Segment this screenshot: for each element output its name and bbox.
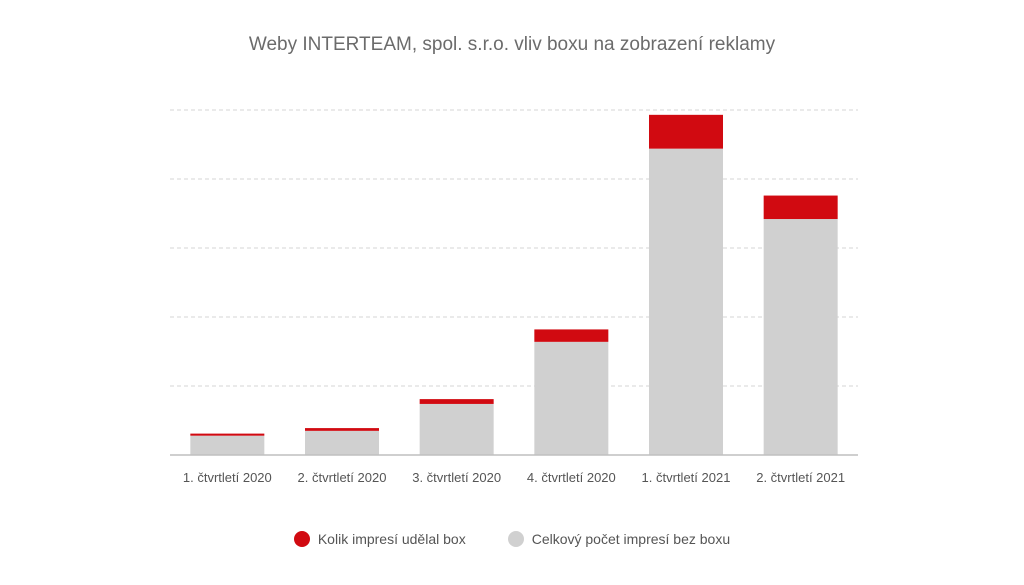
legend: Kolik impresí udělal box Celkový počet i… xyxy=(0,531,1024,547)
x-tick-label: 1. čtvrtletí 2021 xyxy=(642,470,731,485)
x-tick-label: 4. čtvrtletí 2020 xyxy=(527,470,616,485)
legend-label-without-box: Celkový počet impresí bez boxu xyxy=(531,531,731,547)
bar-segment-without-box[interactable] xyxy=(534,341,609,455)
bar-segment-box[interactable] xyxy=(534,329,609,342)
x-tick-label: 1. čtvrtletí 2020 xyxy=(183,470,272,485)
bar-segment-without-box[interactable] xyxy=(305,430,379,455)
legend-label-box: Kolik impresí udělal box xyxy=(317,531,466,547)
bar-segment-box[interactable] xyxy=(190,433,265,436)
bar-segment-box[interactable] xyxy=(763,195,838,220)
bar-segment-box[interactable] xyxy=(649,114,723,149)
legend-item-box[interactable]: Kolik impresí udělal box xyxy=(293,531,466,547)
x-tick-label: 2. čtvrtletí 2020 xyxy=(298,470,387,485)
gridlines xyxy=(170,109,858,387)
bar-segment-without-box[interactable] xyxy=(419,403,494,455)
bar-chart: 1. čtvrtletí 2020 2. čtvrtletí 2020 3. čtv… xyxy=(170,109,858,485)
bar-segment-box[interactable] xyxy=(419,399,494,404)
legend-swatch-red xyxy=(293,531,310,547)
bar-segment-without-box[interactable] xyxy=(190,435,265,455)
bar-segment-without-box[interactable] xyxy=(649,148,723,455)
legend-swatch-gray xyxy=(507,531,524,547)
legend-item-without-box[interactable]: Celkový počet impresí bez boxu xyxy=(507,531,731,547)
x-tick-label: 2. čtvrtletí 2021 xyxy=(756,470,845,485)
x-tick-label: 3. čtvrtletí 2020 xyxy=(412,470,501,485)
bar-segment-without-box[interactable] xyxy=(763,219,838,455)
bar-segment-box[interactable] xyxy=(305,428,379,431)
bars xyxy=(190,114,838,455)
chart-title: Weby INTERTEAM, spol. s.r.o. vliv boxu n… xyxy=(248,34,776,55)
x-axis-ticks: 1. čtvrtletí 2020 2. čtvrtletí 2020 3. čtv… xyxy=(183,470,845,485)
